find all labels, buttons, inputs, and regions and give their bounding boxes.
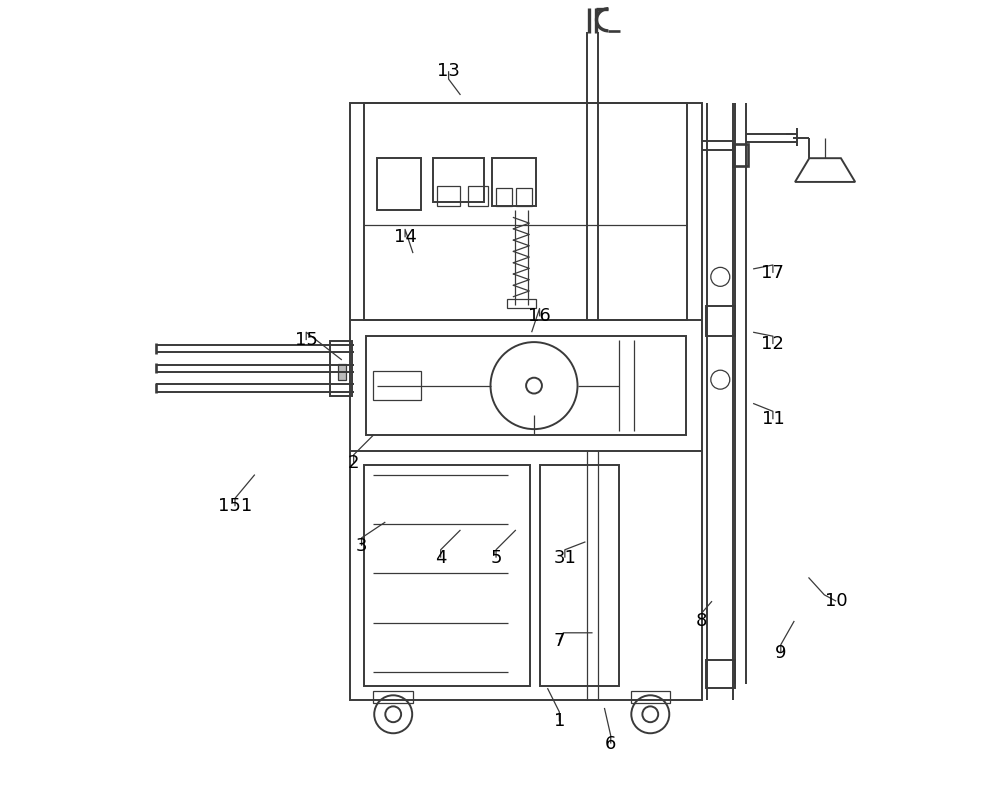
Text: 10: 10: [825, 592, 847, 610]
Text: 9: 9: [775, 644, 787, 661]
Bar: [706, 306, 735, 336]
Bar: [496, 188, 512, 206]
Bar: [468, 186, 488, 206]
Text: 4: 4: [435, 549, 446, 566]
Text: 11: 11: [762, 411, 784, 428]
Bar: [350, 103, 702, 700]
Bar: [373, 372, 421, 400]
Text: 7: 7: [554, 632, 565, 649]
Text: 15: 15: [295, 331, 318, 349]
Bar: [631, 691, 670, 703]
Text: 17: 17: [761, 264, 784, 282]
Bar: [706, 660, 735, 688]
Text: 1: 1: [554, 713, 565, 730]
Bar: [433, 158, 484, 202]
Text: 6: 6: [605, 735, 616, 752]
Text: 14: 14: [394, 229, 417, 246]
Text: 12: 12: [761, 335, 784, 353]
Bar: [492, 158, 536, 206]
Text: 5: 5: [490, 549, 502, 566]
Bar: [366, 336, 686, 435]
Bar: [733, 144, 748, 166]
Bar: [330, 341, 352, 396]
Text: 16: 16: [528, 308, 551, 325]
Bar: [437, 186, 460, 206]
Text: 31: 31: [553, 549, 576, 566]
Text: 2: 2: [348, 454, 359, 471]
Text: 3: 3: [356, 537, 367, 554]
Text: 8: 8: [696, 612, 707, 630]
Bar: [338, 364, 346, 380]
Bar: [364, 465, 530, 686]
Bar: [364, 103, 687, 320]
Bar: [377, 158, 421, 210]
Bar: [373, 691, 413, 703]
Bar: [507, 299, 536, 308]
Text: 151: 151: [218, 498, 252, 515]
Text: 13: 13: [437, 62, 460, 80]
Bar: [540, 465, 619, 686]
Bar: [516, 188, 532, 206]
